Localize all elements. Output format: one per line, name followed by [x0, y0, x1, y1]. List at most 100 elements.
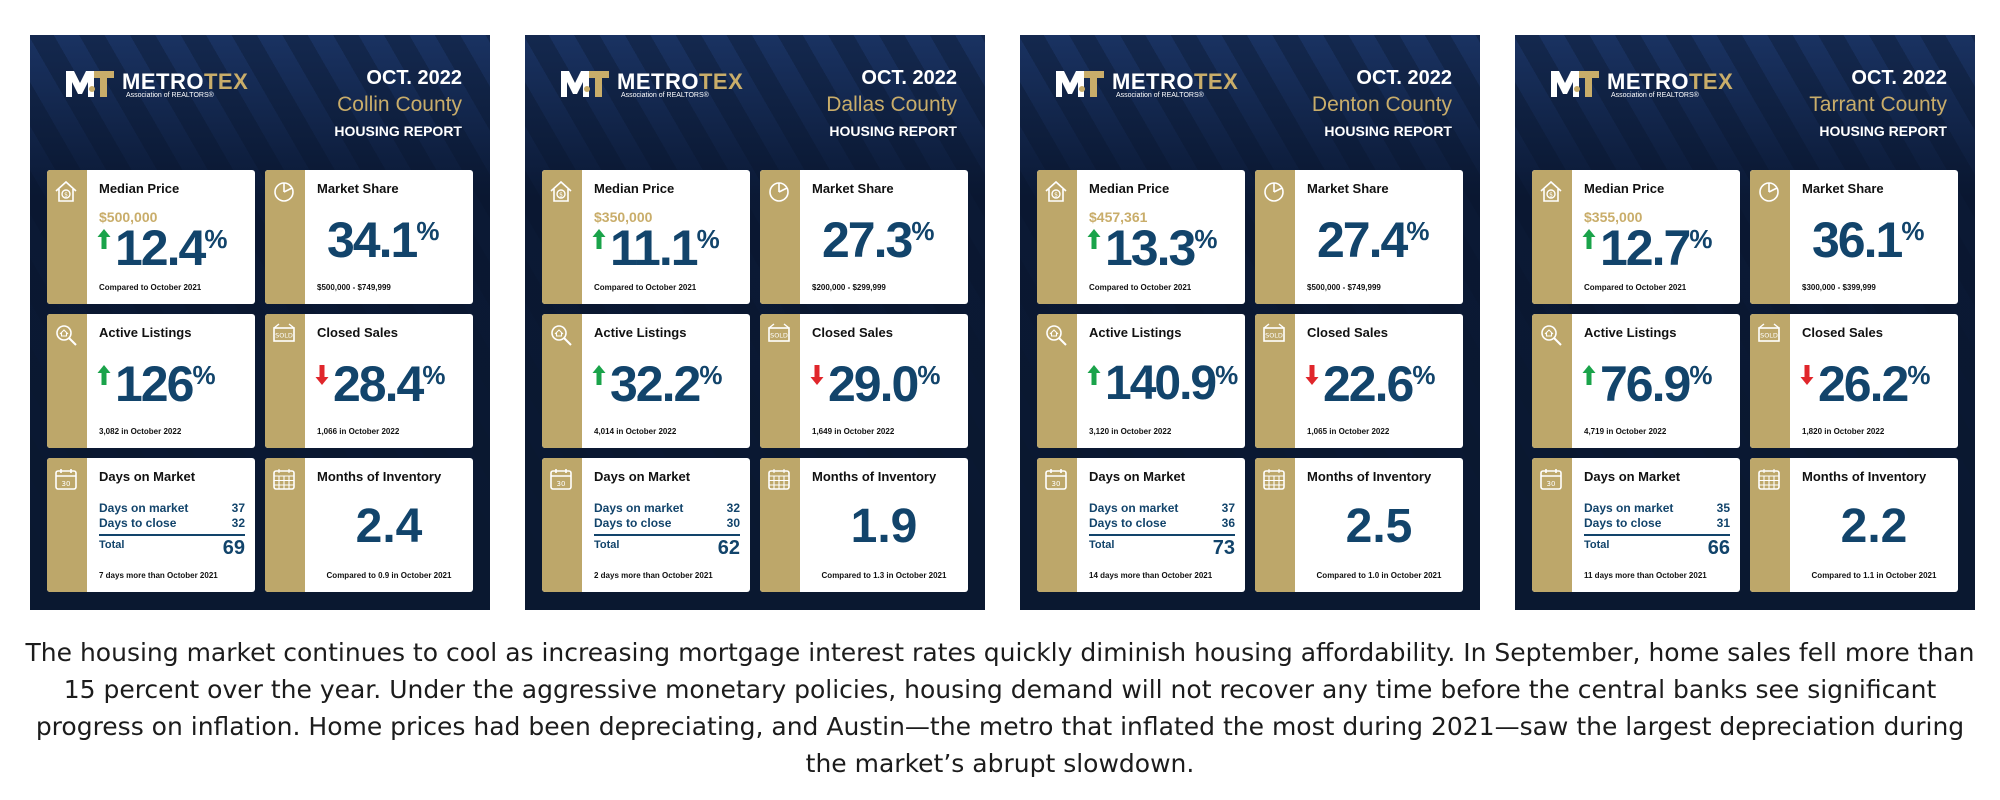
- share-row: 36.1%: [1812, 212, 1924, 268]
- median-price-value: $355,000: [1584, 209, 1643, 225]
- days-on-market-row: Days on market 32: [594, 501, 740, 516]
- house-dollar-icon: $: [55, 180, 77, 202]
- percent-sign: %: [1406, 216, 1430, 246]
- card-note: 1,065 in October 2022: [1307, 427, 1390, 436]
- total-row: Total 69: [99, 534, 245, 560]
- report-header: METROTEX Association of REALTORS® OCT. 2…: [525, 35, 985, 165]
- card-title: Months of Inventory: [317, 469, 442, 484]
- days-breakdown: Days on market 37 Days to close 36 Total…: [1089, 501, 1235, 560]
- card-note: 7 days more than October 2021: [99, 571, 218, 580]
- logo-tagline: Association of REALTORS®: [1116, 92, 1204, 99]
- card-accent-strip: [1532, 170, 1572, 304]
- row-value: 32: [231, 516, 245, 530]
- total-label: Total: [1584, 539, 1610, 551]
- change-row: 11.1%: [592, 220, 720, 276]
- total-row: Total 62: [594, 534, 740, 560]
- svg-text:SOLD: SOLD: [275, 332, 293, 340]
- card-accent-strip: [265, 314, 305, 448]
- card-note: $200,000 - $299,999: [812, 283, 886, 292]
- median-price-card: $ Median Price $350,000 11.1% Compared t…: [542, 170, 750, 304]
- closed-sales-card: SOLD Closed Sales 29.0% 1,649 in October…: [760, 314, 968, 448]
- percent-sign: %: [416, 216, 440, 246]
- arrow-down-icon: [1305, 365, 1319, 385]
- percent-sign: %: [911, 216, 935, 246]
- magnifier-house-icon: [1046, 325, 1067, 346]
- report-label: HOUSING REPORT: [1324, 123, 1452, 139]
- card-accent-strip: [47, 170, 87, 304]
- change-percent: 28.4: [333, 356, 424, 412]
- arrow-down-icon: [810, 365, 824, 385]
- logo-wordmark-metro: METRO: [1607, 69, 1689, 94]
- svg-text:$: $: [1549, 192, 1553, 199]
- days-breakdown: Days on market 35 Days to close 31 Total…: [1584, 501, 1730, 560]
- share-percent: 27.3: [822, 212, 913, 268]
- row-label: Days on market: [594, 501, 684, 515]
- card-note: Compared to October 2021: [1089, 283, 1192, 292]
- change-row: 32.2%: [592, 356, 722, 412]
- row-value: 37: [1221, 501, 1235, 515]
- card-title: Closed Sales: [812, 325, 893, 340]
- logo-tagline: Association of REALTORS®: [1611, 92, 1699, 99]
- change-percent: 76.9: [1600, 356, 1691, 412]
- change-row: 12.4%: [97, 220, 227, 276]
- magnifier-house-icon: [1541, 325, 1562, 346]
- svg-text:$: $: [1054, 192, 1058, 199]
- change-percent: 140.9: [1105, 357, 1217, 410]
- change-row: 13.3%: [1087, 220, 1217, 276]
- card-note: $500,000 - $749,999: [317, 283, 391, 292]
- report-date: OCT. 2022: [861, 67, 957, 89]
- sold-sign-icon: SOLD: [273, 323, 295, 342]
- card-note: $300,000 - $399,999: [1802, 283, 1876, 292]
- days-breakdown: Days on market 32 Days to close 30 Total…: [594, 501, 740, 560]
- pie-chart-icon: [769, 182, 789, 202]
- median-price-value: $350,000: [594, 209, 653, 225]
- svg-text:30: 30: [557, 480, 566, 488]
- card-title: Days on Market: [99, 469, 196, 484]
- row-label: Days to close: [594, 516, 672, 530]
- report-date: OCT. 2022: [1851, 67, 1947, 89]
- row-value: 36: [1221, 516, 1235, 530]
- card-title: Median Price: [594, 181, 675, 196]
- card-accent-strip: [47, 458, 87, 592]
- median-price-card: $ Median Price $500,000 12.4% Compared t…: [47, 170, 255, 304]
- active-listings-card: Active Listings 140.9% 3,120 in October …: [1037, 314, 1245, 448]
- card-accent-strip: [1255, 314, 1295, 448]
- arrow-up-icon: [592, 229, 606, 249]
- change-row: 12.7%: [1582, 220, 1712, 276]
- metrotex-logo-icon: [561, 71, 609, 97]
- median-price-value: $500,000: [99, 209, 158, 225]
- percent-sign: %: [699, 360, 723, 390]
- median-price-value: $457,361: [1089, 209, 1148, 225]
- svg-text:30: 30: [1547, 480, 1556, 488]
- share-percent: 36.1: [1812, 212, 1903, 268]
- report-date: OCT. 2022: [1356, 67, 1452, 89]
- svg-text:SOLD: SOLD: [1760, 332, 1778, 340]
- sold-sign-icon: SOLD: [768, 323, 790, 342]
- card-note: Compared to 1.1 in October 2021: [1811, 571, 1937, 580]
- card-accent-strip: [1750, 314, 1790, 448]
- market-share-card: Market Share 27.4% $500,000 - $749,999: [1255, 170, 1463, 304]
- change-percent: 32.2: [610, 356, 701, 412]
- market-share-card: Market Share 36.1% $300,000 - $399,999: [1750, 170, 1958, 304]
- active-listings-card: Active Listings 32.2% 4,014 in October 2…: [542, 314, 750, 448]
- logo-wordmark-tex: TEX: [698, 69, 744, 94]
- card-title: Closed Sales: [1307, 325, 1388, 340]
- county-report-panel: METROTEX Association of REALTORS® OCT. 2…: [525, 35, 985, 610]
- card-note: $500,000 - $749,999: [1307, 283, 1381, 292]
- months-of-inventory-card: Months of Inventory 2.2 Compared to 1.1 …: [1750, 458, 1958, 592]
- change-row: 76.9%: [1582, 356, 1712, 412]
- change-row: 126%: [97, 356, 216, 412]
- metrotex-logo: METROTEX Association of REALTORS®: [559, 67, 749, 103]
- card-title: Days on Market: [1089, 469, 1186, 484]
- days-breakdown: Days on market 37 Days to close 32 Total…: [99, 501, 245, 560]
- svg-text:30: 30: [1052, 480, 1061, 488]
- calendar-grid-icon: [1263, 469, 1285, 490]
- card-title: Market Share: [812, 181, 894, 196]
- arrow-down-icon: [315, 365, 329, 385]
- calendar-30-icon: 30: [1045, 469, 1067, 490]
- arrow-up-icon: [592, 365, 606, 385]
- logo-wordmark-tex: TEX: [1193, 69, 1239, 94]
- card-accent-strip: [1037, 170, 1077, 304]
- card-note: Compared to 1.3 in October 2021: [821, 571, 947, 580]
- closed-sales-card: SOLD Closed Sales 26.2% 1,820 in October…: [1750, 314, 1958, 448]
